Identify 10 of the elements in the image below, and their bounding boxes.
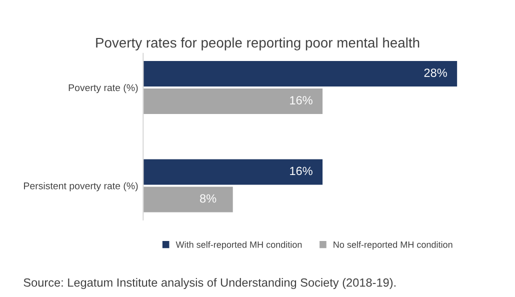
data-label: 8%	[200, 194, 216, 203]
chart-title: Poverty rates for people reporting poor mental health	[96, 37, 420, 50]
y-tick-label: Persistent poverty rate (%)	[24, 182, 138, 192]
source-note: Source: Legatum Institute analysis of Understanding Society (2018-19).	[24, 278, 396, 290]
legend-label: No self-reported MH condition	[334, 241, 452, 250]
data-label: 16%	[290, 166, 312, 176]
y-tick-label: Poverty rate (%)	[68, 84, 138, 94]
legend-label: With self-reported MH condition	[176, 241, 302, 250]
data-label: 28%	[424, 68, 447, 77]
data-label: 16%	[290, 96, 312, 104]
